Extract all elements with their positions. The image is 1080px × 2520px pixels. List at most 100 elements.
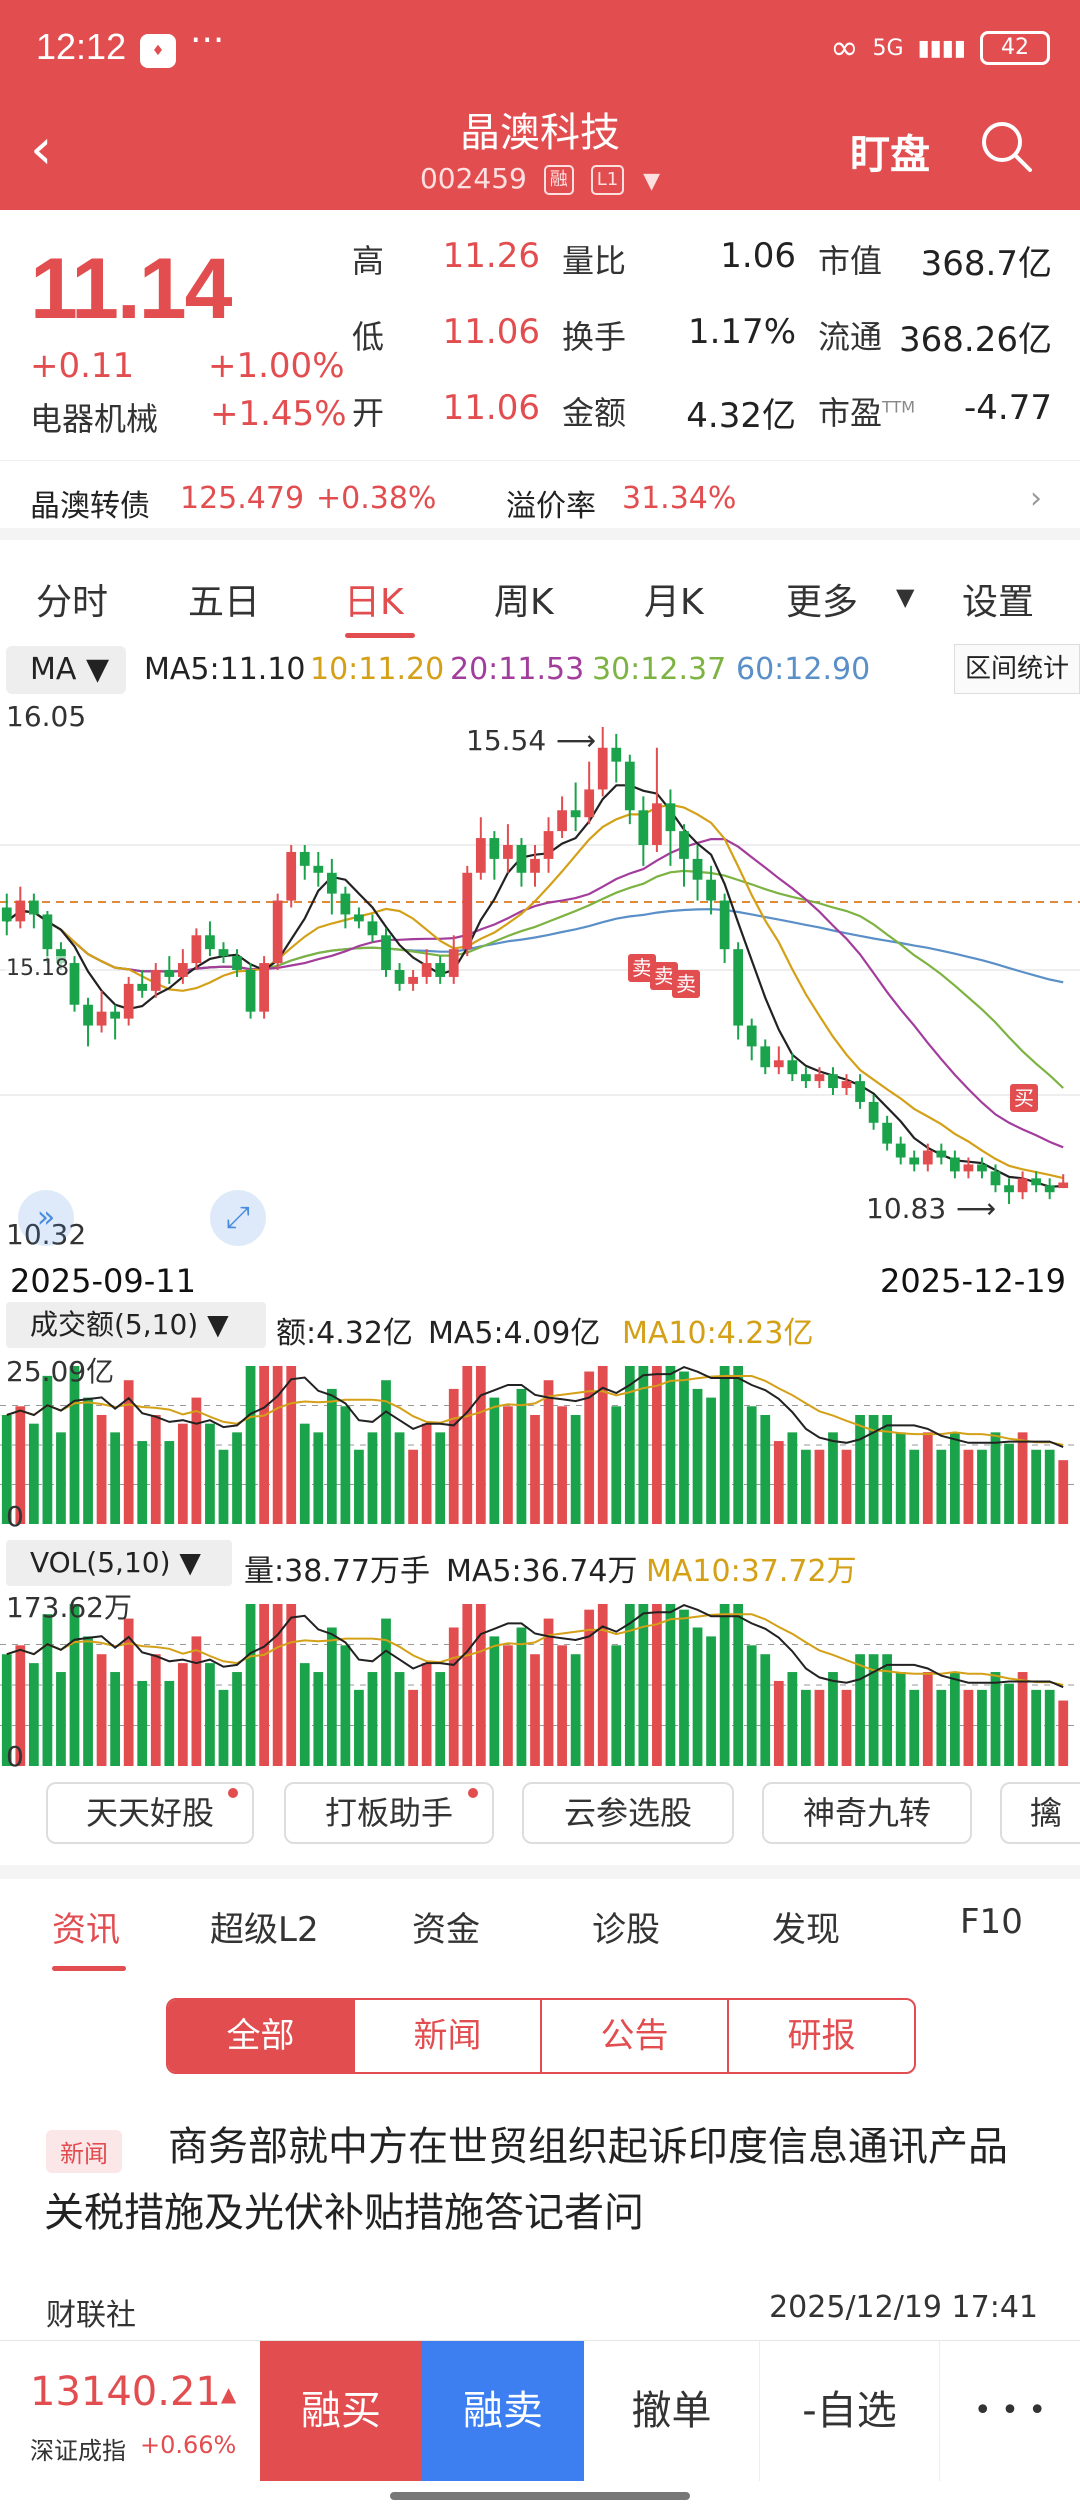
volume-bar bbox=[435, 1672, 446, 1766]
quote-label-sup: TTM bbox=[882, 397, 916, 417]
tab-discover[interactable]: 发现 bbox=[772, 1910, 840, 1950]
volume-bar bbox=[218, 1449, 229, 1524]
volume-bar bbox=[706, 1636, 716, 1766]
sell-marker-3[interactable]: 卖 bbox=[672, 970, 700, 998]
candle-body bbox=[543, 831, 554, 859]
volume-bar bbox=[475, 1604, 486, 1766]
volume-bar bbox=[909, 1449, 920, 1524]
volume-chart[interactable] bbox=[0, 1590, 1080, 1780]
candle-body bbox=[597, 747, 608, 790]
volume-bar bbox=[489, 1397, 500, 1524]
volume-value: 量:38.77万手 bbox=[244, 1554, 430, 1589]
tool-limit-assistant[interactable]: 打板助手 bbox=[284, 1782, 494, 1844]
volume-bar bbox=[83, 1397, 93, 1524]
expand-left-icon[interactable]: » bbox=[18, 1190, 74, 1246]
margin-sell-button[interactable]: 融卖 bbox=[422, 2341, 584, 2481]
tab-news[interactable]: 资讯 bbox=[52, 1910, 120, 1950]
turnover-ma10: MA10:4.23亿 bbox=[622, 1316, 814, 1351]
watch-button[interactable]: 盯盘 bbox=[850, 132, 930, 178]
volume-ma5: MA5:36.74万 bbox=[446, 1554, 638, 1589]
filter-research[interactable]: 研报 bbox=[727, 2000, 914, 2072]
candle-body bbox=[448, 949, 459, 977]
tool-cloud-screener[interactable]: 云参选股 bbox=[522, 1782, 734, 1844]
margin-buy-button[interactable]: 融买 bbox=[260, 2341, 422, 2481]
filter-all[interactable]: 全部 bbox=[168, 2000, 353, 2072]
remove-watchlist-button[interactable]: -自选 bbox=[760, 2341, 940, 2481]
volume-bar bbox=[448, 1388, 459, 1524]
volume-bar bbox=[638, 1366, 649, 1524]
tool-magic-nine[interactable]: 神奇九转 bbox=[762, 1782, 972, 1844]
quote-value: 1.17% bbox=[687, 312, 796, 352]
app-notification-icon: ♦ bbox=[140, 34, 176, 68]
quote-value: 368.7亿 bbox=[920, 244, 1052, 284]
fullscreen-icon[interactable]: ⤢ bbox=[210, 1190, 266, 1246]
sector-name[interactable]: 电器机械 bbox=[30, 400, 159, 438]
volume-bar bbox=[367, 1672, 378, 1766]
volume-bar bbox=[665, 1604, 676, 1766]
news-title[interactable]: 商务部就中方在世贸组织起诉印度信息通讯产品关税措施及光伏补贴措施答记者问 bbox=[44, 2124, 1008, 2236]
volume-bar bbox=[150, 1414, 161, 1524]
quote-value: 11.06 bbox=[442, 388, 540, 428]
volume-bar bbox=[977, 1689, 987, 1766]
tab-funds[interactable]: 资金 bbox=[412, 1910, 480, 1950]
volume-bar bbox=[462, 1366, 473, 1524]
tab-five-day[interactable]: 五日 bbox=[188, 582, 261, 623]
index-value-text: 13140.21 bbox=[30, 2369, 221, 2415]
search-icon[interactable] bbox=[978, 118, 1034, 174]
volume-bar bbox=[922, 1432, 933, 1524]
buy-marker[interactable]: 买 bbox=[1010, 1084, 1038, 1112]
tool-daily-picks[interactable]: 天天好股 bbox=[46, 1782, 254, 1844]
volume-bar bbox=[56, 1672, 66, 1766]
volume-bar bbox=[1, 1414, 12, 1524]
quote-label: 金额 bbox=[562, 394, 627, 432]
volume-bar bbox=[123, 1618, 134, 1766]
candle-body bbox=[814, 1074, 825, 1082]
more-dropdown-icon[interactable]: ▼ bbox=[896, 583, 915, 611]
home-indicator[interactable] bbox=[390, 2492, 690, 2500]
volume-selector[interactable]: VOL(5,10) ▼ bbox=[6, 1540, 232, 1586]
candle-body bbox=[624, 761, 635, 811]
ma-selector[interactable]: MA ▼ bbox=[6, 646, 126, 694]
ma20-value: 20:11.53 bbox=[450, 652, 585, 687]
volume-bar bbox=[814, 1689, 825, 1766]
kline-chart[interactable] bbox=[0, 700, 1080, 1260]
quote-label: 市值 bbox=[818, 242, 883, 280]
convertible-bond-row[interactable]: 晶澳转债 125.479 +0.38% 溢价率 31.34% › bbox=[0, 460, 1080, 540]
tab-super-l2[interactable]: 超级L2 bbox=[210, 1910, 319, 1950]
tab-diagnose[interactable]: 诊股 bbox=[592, 1910, 660, 1950]
turnover-chart[interactable] bbox=[0, 1352, 1080, 1538]
candle-body bbox=[719, 900, 730, 950]
more-button[interactable]: • • • bbox=[973, 2393, 1047, 2428]
tab-intraday[interactable]: 分时 bbox=[36, 582, 109, 623]
volume-bar bbox=[1004, 1683, 1014, 1766]
turnover-selector[interactable]: 成交额(5,10) ▼ bbox=[6, 1302, 266, 1348]
volume-ma10: MA10:37.72万 bbox=[646, 1554, 857, 1589]
tab-daily-k[interactable]: 日K bbox=[344, 582, 404, 623]
candle-body bbox=[530, 858, 540, 873]
tab-more[interactable]: 更多 bbox=[786, 582, 859, 623]
tab-settings[interactable]: 设置 bbox=[962, 582, 1035, 623]
tab-f10[interactable]: F10 bbox=[960, 1902, 1023, 1942]
filter-news[interactable]: 新闻 bbox=[353, 2000, 540, 2072]
candle-body bbox=[801, 1074, 811, 1082]
candle-body bbox=[909, 1157, 920, 1165]
header-bar: 12:12 ♦ ··· ∞ 5G ▮▮▮▮ 42 ‹ 晶澳科技 002459 融… bbox=[0, 0, 1080, 210]
candle-body bbox=[83, 1004, 93, 1026]
chart-area[interactable]: 16.05 10.32 15.18 15.54 ⟶ 10.83 ⟶ 卖 卖 卖 … bbox=[0, 700, 1080, 1780]
back-button[interactable]: ‹ bbox=[30, 117, 53, 182]
candle-body bbox=[394, 970, 405, 984]
tab-monthly-k[interactable]: 月K bbox=[644, 582, 704, 623]
filter-announcements[interactable]: 公告 bbox=[540, 2000, 727, 2072]
bond-name: 晶澳转债 bbox=[30, 489, 150, 524]
candle-body bbox=[895, 1143, 906, 1158]
volume-bar bbox=[638, 1604, 649, 1766]
cancel-order-button[interactable]: 撤单 bbox=[584, 2341, 760, 2481]
range-stat-button[interactable]: 区间统计 bbox=[953, 644, 1080, 694]
bottom-trade-bar: 13140.21▲ 深证成指 +0.66% 融买 融卖 撤单 -自选 • • • bbox=[0, 2340, 1080, 2481]
dropdown-icon[interactable]: ▼ bbox=[643, 169, 660, 194]
stock-code-row[interactable]: 002459 融 L1 ▼ bbox=[0, 162, 1080, 195]
volume-bar bbox=[733, 1366, 744, 1524]
candle-body bbox=[922, 1150, 933, 1165]
tool-capture[interactable]: 擒 bbox=[1000, 1782, 1080, 1844]
tab-weekly-k[interactable]: 周K bbox=[494, 582, 554, 623]
